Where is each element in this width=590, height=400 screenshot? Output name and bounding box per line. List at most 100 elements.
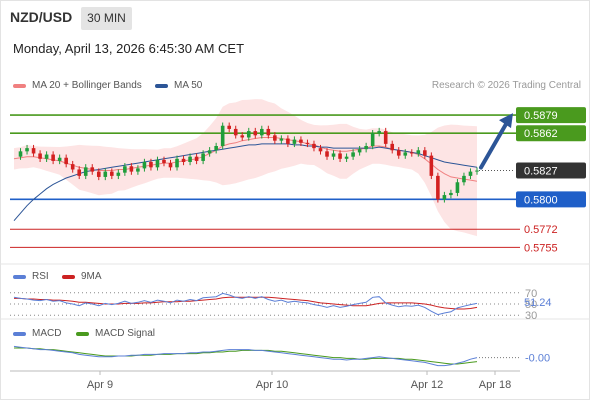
candle [286, 138, 290, 144]
candle [175, 158, 179, 168]
candle [142, 162, 147, 169]
macd-legend: MACD [32, 328, 62, 339]
candle [214, 146, 218, 151]
candle [25, 148, 29, 152]
timeframe-button[interactable]: 30 MIN [81, 7, 132, 30]
candle [103, 171, 108, 177]
last-price-label: 0.5827 [524, 166, 558, 178]
candle [38, 153, 42, 159]
candle [396, 150, 401, 156]
candle [18, 151, 23, 157]
candle [129, 166, 134, 172]
candle [110, 171, 114, 176]
macd-line [13, 345, 478, 367]
candle [116, 172, 121, 176]
candle [299, 139, 303, 143]
macd-signal-line [14, 347, 478, 365]
candle [423, 150, 427, 156]
bollinger-swatch [13, 84, 26, 88]
forecast-arrow [479, 122, 508, 170]
candle [449, 192, 453, 196]
candle [155, 159, 160, 168]
candle [305, 142, 310, 144]
level-tag-resistance [516, 125, 586, 142]
candle [57, 157, 62, 161]
candle [136, 168, 140, 172]
rsi-legend: RSI [32, 271, 49, 282]
candle [338, 153, 342, 159]
rsi-swatch [13, 275, 26, 279]
rsi-ma-legend: 9MA [81, 271, 102, 282]
x-tick-label: Apr 9 [87, 379, 113, 391]
candle [292, 139, 297, 144]
candle [260, 128, 264, 136]
candle [468, 171, 473, 176]
forecast-arrowhead [499, 113, 513, 129]
candle [351, 152, 355, 157]
last-price-tag [516, 162, 586, 179]
candle [207, 150, 212, 154]
candle [273, 135, 277, 141]
candles-group [18, 122, 479, 203]
candle [344, 156, 349, 159]
ma50-legend: MA 50 [174, 80, 203, 91]
candle [253, 131, 258, 136]
candle [83, 167, 88, 176]
candle [194, 156, 199, 161]
candle [51, 154, 55, 161]
candle [240, 135, 245, 138]
candle [227, 125, 231, 129]
candle [475, 170, 479, 172]
candle [44, 154, 49, 159]
rsi-tick-label: 30 [525, 310, 537, 322]
candle [429, 155, 434, 176]
candle [220, 125, 225, 146]
candle [312, 143, 316, 149]
ma50-swatch [155, 84, 168, 88]
pair-title: NZD/USD [10, 9, 73, 25]
candle [96, 171, 101, 177]
candle [390, 143, 395, 151]
bollinger-legend: MA 20 + Bollinger Bands [32, 80, 142, 91]
candle [246, 131, 251, 138]
level-label-resistance: 0.5862 [524, 128, 558, 140]
candle [370, 133, 375, 146]
rsi-line [13, 292, 478, 316]
x-tick-label: Apr 12 [411, 379, 443, 391]
candle [416, 150, 421, 154]
candle [279, 138, 284, 141]
datetime-label: Monday, April 13, 2026 6:45:30 AM CET [13, 41, 245, 56]
candle [90, 167, 95, 172]
candle [77, 169, 82, 176]
candle [123, 166, 127, 173]
candle [409, 152, 414, 154]
candle [181, 158, 186, 162]
candle [403, 152, 408, 156]
x-tick-label: Apr 10 [256, 379, 288, 391]
level-label-support: 0.5755 [524, 242, 558, 254]
macd-signal-swatch [76, 332, 89, 336]
level-label-resistance: 0.5879 [524, 110, 558, 122]
candle [462, 175, 466, 183]
candle [331, 153, 336, 157]
credit-text: Research © 2026 Trading Central [431, 80, 581, 91]
level-label-pivot: 0.5800 [524, 194, 558, 206]
candle [442, 195, 447, 200]
candle [318, 148, 323, 152]
candle [188, 156, 192, 162]
candle [383, 131, 388, 144]
level-tag-pivot [516, 191, 586, 208]
macd-signal-legend: MACD Signal [95, 328, 156, 339]
rsi-tick-label: 50 [525, 299, 537, 311]
rsi-last-value: 51.24 [524, 297, 552, 309]
level-label-support: 0.5772 [524, 224, 558, 236]
candle [377, 131, 381, 134]
candle [266, 128, 271, 136]
macd-swatch [13, 332, 26, 336]
candle [64, 157, 68, 165]
candle [364, 146, 368, 150]
candle [162, 159, 166, 164]
level-tag-resistance [516, 107, 586, 124]
macd-last-value: -0.00 [525, 353, 550, 365]
candle [168, 163, 173, 168]
